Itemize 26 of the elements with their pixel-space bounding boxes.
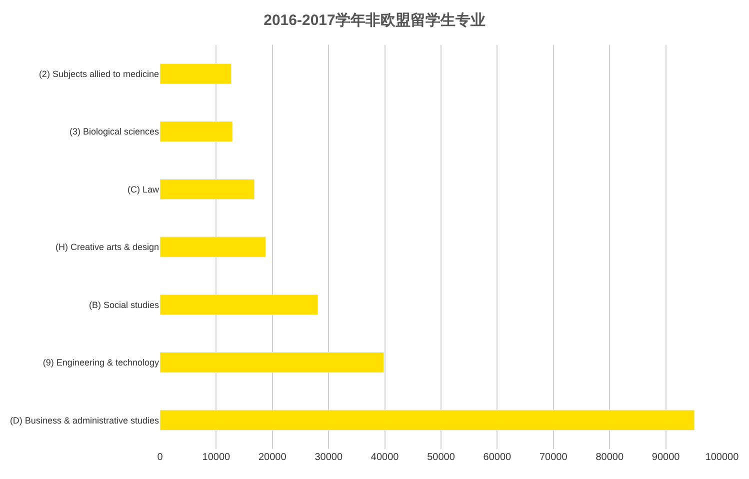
x-tick-label: 40000 — [370, 452, 400, 463]
y-tick-label: (H) Creative arts & design — [55, 242, 159, 252]
bar — [160, 410, 695, 430]
y-tick-label: (9) Engineering & technology — [42, 358, 160, 368]
x-tick-label: 100000 — [705, 452, 740, 463]
x-tick-label: 20000 — [258, 452, 287, 463]
y-tick-label: (3) Biological sciences — [69, 126, 160, 137]
x-tick-label: 70000 — [539, 452, 568, 463]
x-tick-label: 60000 — [483, 452, 512, 463]
bar — [160, 352, 384, 373]
bar — [160, 121, 233, 142]
chart-title: 2016-2017学年非欧盟留学生专业 — [264, 12, 486, 29]
y-tick-label: (B) Social studies — [88, 300, 160, 310]
x-tick-label: 0 — [157, 452, 164, 463]
y-tick-label: (C) Law — [127, 184, 160, 194]
x-tick-label: 50000 — [427, 452, 456, 463]
x-tick-label: 30000 — [314, 452, 343, 463]
bar — [160, 294, 318, 316]
y-tick-label: (D) Business & administrative studies — [10, 415, 160, 426]
x-tick-label: 80000 — [596, 452, 624, 463]
bar — [160, 178, 255, 200]
y-tick-label: (2) Subjects allied to medicine — [38, 69, 159, 80]
x-tick-label: 10000 — [202, 452, 231, 463]
bar — [160, 236, 266, 258]
bar — [160, 64, 232, 84]
x-tick-label: 90000 — [652, 452, 680, 463]
